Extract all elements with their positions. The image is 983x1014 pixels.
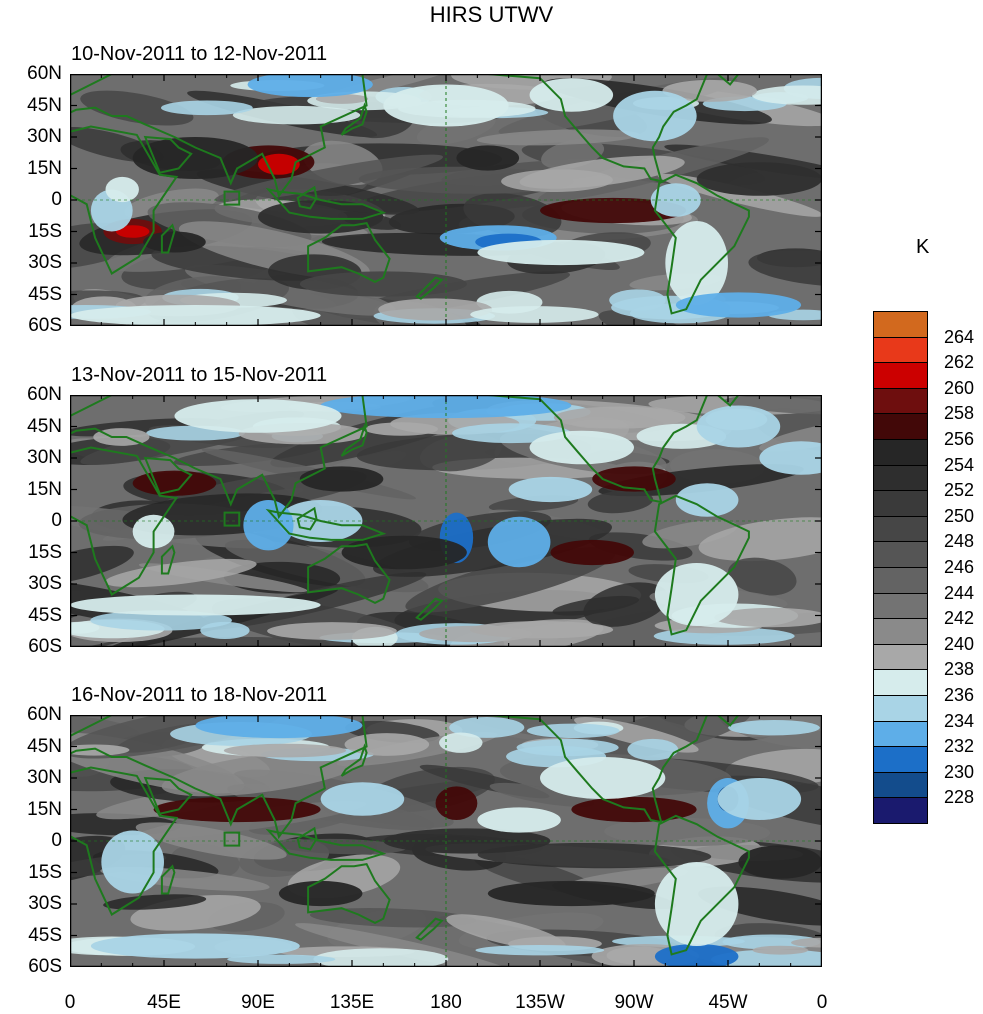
lat-label: 60S: [28, 315, 62, 336]
colorbar-swatch: [873, 541, 928, 568]
colorbar-label: 248: [944, 531, 975, 552]
colorbar-swatch: [873, 592, 928, 620]
lat-label: 60N: [27, 704, 62, 725]
lon-label: 135W: [515, 992, 565, 1013]
lat-label: 15S: [28, 861, 62, 883]
colorbar-swatch: [873, 336, 928, 364]
colorbar-label: 234: [944, 710, 975, 731]
lon-label: 0: [64, 992, 76, 1013]
lat-label: 15N: [27, 798, 62, 820]
map-plot-2: [70, 395, 822, 647]
lat-label: 15N: [27, 157, 62, 179]
colorbar-label: 260: [944, 377, 975, 398]
lon-label: 45W: [708, 992, 748, 1013]
lat-label: 0: [51, 830, 62, 851]
lat-label: 60N: [27, 63, 62, 84]
colorbar-swatch: [873, 797, 928, 824]
lon-label: 90W: [614, 992, 654, 1013]
colorbar-swatch: [873, 567, 928, 594]
map-panel-1: [70, 74, 822, 326]
lat-label: 45S: [28, 924, 62, 946]
colorbar-label: 232: [944, 736, 975, 757]
legend-unit: K: [916, 236, 930, 258]
colorbar-label: 254: [944, 454, 975, 475]
map-plot-3: [70, 715, 822, 967]
lat-label: 30N: [27, 447, 62, 468]
colorbar-swatch: [873, 746, 928, 773]
colorbar-label: 256: [944, 429, 975, 449]
colorbar-label: 258: [944, 403, 975, 424]
colorbar-label: 230: [944, 761, 975, 782]
lat-label: 15S: [28, 541, 62, 563]
colorbar-swatch: [873, 490, 928, 517]
colorbar-swatch: [873, 464, 928, 492]
lat-label: 30S: [28, 252, 62, 273]
colorbar-label: 262: [944, 352, 975, 373]
lat-label: 15N: [27, 478, 62, 500]
lat-label: 60N: [27, 384, 62, 405]
lon-label: 45E: [147, 992, 181, 1013]
colorbar-swatch: [873, 387, 928, 415]
colorbar-label: 236: [944, 685, 975, 705]
lat-label: 45N: [27, 415, 62, 437]
map-plot-1: [70, 74, 822, 326]
figure-title: HIRS UTWV: [429, 2, 554, 27]
colorbar-label: 250: [944, 505, 975, 526]
lon-label: 180: [430, 992, 462, 1013]
colorbar-swatch: [873, 643, 928, 671]
lat-label: 30N: [27, 767, 62, 788]
lat-label: 45N: [27, 94, 62, 116]
lat-label: 30N: [27, 126, 62, 147]
colorbar-swatch: [873, 362, 928, 389]
lat-label: 15S: [28, 220, 62, 242]
lat-label: 0: [51, 189, 62, 210]
colorbar-swatch: [873, 439, 928, 466]
map-panel-2: [70, 395, 822, 647]
colorbar-swatch: [873, 413, 928, 440]
colorbar-label: 246: [944, 557, 975, 577]
lat-label: 0: [51, 510, 62, 531]
colorbar-label: 244: [944, 582, 975, 603]
colorbar-label: 240: [944, 633, 975, 654]
colorbar-swatch: [873, 720, 928, 748]
lat-label: 45S: [28, 283, 62, 305]
lat-label: 60S: [28, 636, 62, 657]
lon-label: 135E: [329, 992, 375, 1013]
lat-label: 30S: [28, 573, 62, 594]
lat-label: 45N: [27, 735, 62, 757]
lat-label: 45S: [28, 604, 62, 626]
colorbar-label: 252: [944, 480, 975, 501]
colorbar-swatch: [873, 618, 928, 645]
panel-3-title: 16-Nov-2011 to 18-Nov-2011: [71, 684, 328, 706]
lat-label: 30S: [28, 893, 62, 914]
lon-label: 0: [816, 992, 828, 1013]
lat-label: 60S: [28, 956, 62, 977]
colorbar-swatch: [873, 515, 928, 543]
colorbar-swatch: [873, 771, 928, 799]
panel-2-title: 13-Nov-2011 to 15-Nov-2011: [71, 364, 328, 386]
colorbar-swatch: [873, 669, 928, 696]
panel-1-title: 10-Nov-2011 to 12-Nov-2011: [71, 43, 328, 65]
colorbar-label: 228: [944, 787, 975, 808]
colorbar-label: 264: [944, 326, 975, 347]
colorbar-swatch: [873, 311, 928, 338]
lon-label: 90E: [241, 992, 275, 1013]
map-panel-3: [70, 715, 822, 967]
colorbar-swatch: [873, 695, 928, 722]
colorbar-label: 242: [944, 608, 975, 629]
colorbar-label: 238: [944, 659, 975, 680]
